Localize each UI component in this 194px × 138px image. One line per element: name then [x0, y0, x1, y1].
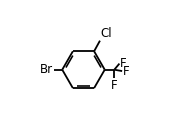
Text: F: F — [123, 65, 130, 78]
Text: Br: Br — [40, 63, 53, 76]
Text: F: F — [120, 57, 127, 70]
Text: F: F — [111, 79, 118, 91]
Text: Cl: Cl — [100, 27, 112, 40]
